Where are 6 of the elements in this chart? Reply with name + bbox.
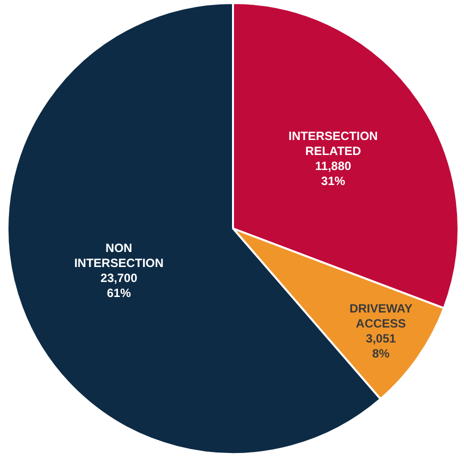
slice-label: INTERSECTION RELATED: [288, 129, 378, 158]
slice-label: DRIVEWAY ACCESS: [349, 302, 412, 331]
slice-label: NON INTERSECTION: [74, 240, 164, 270]
data-label: 3,051 8%: [366, 332, 396, 361]
data-label: 23,700 61%: [100, 270, 138, 300]
data-label: 11,880 31%: [315, 159, 352, 188]
